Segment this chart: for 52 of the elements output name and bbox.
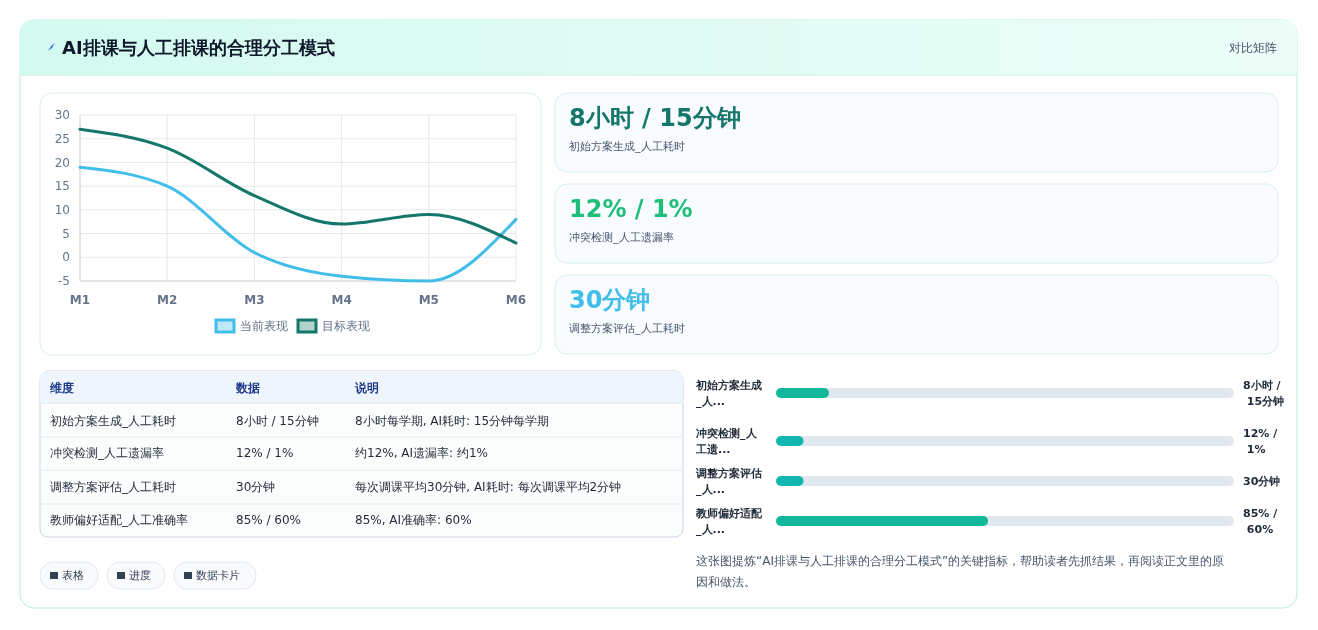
text: 8小时 / 15分钟 xyxy=(569,104,741,133)
text: 冲突检测_人工遗漏率 xyxy=(50,446,164,461)
x-tick-label: M2 xyxy=(157,293,178,308)
text: 8小时 / 15分钟 xyxy=(236,414,319,429)
y-tick-label: 0 xyxy=(62,250,70,265)
text: 8小时每学期, AI耗时: 15分钟每学期 xyxy=(355,414,550,429)
y-tick-label: 25 xyxy=(54,131,70,146)
text: 85% / 60% xyxy=(236,513,302,528)
y-tick-label: 5 xyxy=(62,226,70,241)
text: 12% / 1% xyxy=(569,195,693,224)
y-tick-label: 10 xyxy=(54,203,70,218)
text: 85%, AI准确率: 60% xyxy=(355,513,472,528)
text: 12% / 1% xyxy=(1243,426,1279,456)
x-tick-label: M5 xyxy=(418,293,439,308)
text: 数据 xyxy=(235,381,260,396)
text: 30分钟 xyxy=(236,480,276,495)
text: 对比矩阵 xyxy=(1229,41,1277,56)
y-tick-label: 教师偏好适配_人... xyxy=(695,506,763,536)
text: 说明 xyxy=(354,381,379,396)
legend-label: 当前表现 xyxy=(240,319,288,334)
text: 调整方案评估_人工耗时 xyxy=(50,480,176,495)
text: 初始方案生成_人工耗时 xyxy=(569,139,685,153)
text: 数据卡片 xyxy=(196,569,240,583)
y-tick-label: 初始方案生成_人... xyxy=(695,378,762,408)
x-tick-label: M3 xyxy=(244,293,265,308)
text: 30分钟 xyxy=(569,286,651,315)
text: 30分钟 xyxy=(1243,474,1281,488)
text: 初始方案生成_人工耗时 xyxy=(50,414,176,429)
text: 这张图提炼“AI排课与人工排课的合理分工模式”的关键指标，帮助读者先抓结果，再阅读正文里的原因和做法。 xyxy=(696,554,1225,590)
x-tick-label: M1 xyxy=(69,293,91,308)
text: AI排课与人工排课的合理分工模式 xyxy=(62,37,335,59)
text: 85% / 60% xyxy=(1243,506,1279,536)
y-tick-label: 20 xyxy=(54,155,70,170)
y-tick-label: 调整方案评估_人... xyxy=(695,466,762,496)
line-series xyxy=(78,127,518,245)
text: 表格 xyxy=(62,569,84,583)
x-tick-label: M6 xyxy=(505,293,527,308)
text: 进度 xyxy=(129,569,151,583)
text: 调整方案评估_人工耗时 xyxy=(569,321,685,335)
text: 每次调课平均30分钟, AI耗时: 每次调课平均2分钟 xyxy=(355,480,622,495)
y-tick-label: -5 xyxy=(58,274,70,289)
legend-label: 目标表现 xyxy=(322,319,370,334)
text: 约12%, AI遗漏率: 约1% xyxy=(355,446,488,461)
y-tick-label: 30 xyxy=(54,108,70,123)
text: 教师偏好适配_人工准确率 xyxy=(50,513,188,528)
y-tick-label: 冲突检测_人工遗... xyxy=(695,426,758,456)
text: 冲突检测_人工遗漏率 xyxy=(569,230,674,244)
x-tick-label: M4 xyxy=(331,293,352,308)
text: 维度 xyxy=(49,381,74,396)
text: 12% / 1% xyxy=(236,446,294,461)
text: 8小时 / 15分钟 xyxy=(1243,378,1285,408)
y-tick-label: 15 xyxy=(54,179,70,194)
